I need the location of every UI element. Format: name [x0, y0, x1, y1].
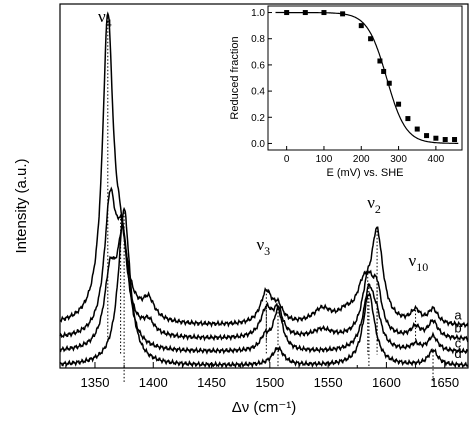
inset-chart: 0 100 200 300 400 0.0 0.2 0.4 0.6 0.8 1.0 E (mV) vs… [229, 5, 463, 179]
x-tick-label: 1550 [314, 375, 343, 390]
plot-frame [59, 3, 469, 369]
x-axis-title: Δν (cm⁻¹) [232, 399, 297, 416]
inset-data-point [442, 137, 448, 143]
inset-data-point [405, 116, 411, 122]
inset-y-tick-label: 1.0 [251, 8, 265, 19]
inset-data-point [284, 10, 290, 16]
inset-data-point [433, 135, 439, 141]
peak-label: ν2 [367, 193, 381, 216]
inset-x-tick-label: 0 [284, 154, 290, 165]
inset-x-tick-label: 100 [316, 154, 333, 165]
inset-data-point [340, 11, 346, 17]
inset-data-point [381, 68, 387, 74]
curve-label-b: b [454, 320, 461, 335]
inset-y-tick-label: 0.2 [251, 113, 265, 124]
inset-y-tick-label: 0.8 [251, 34, 265, 45]
peak-label-subscript: 3 [264, 244, 270, 258]
inset-x-tick-label: 300 [390, 154, 407, 165]
peak-label-subscript: 10 [416, 260, 428, 274]
inset-frame [267, 5, 463, 151]
inset-data-point [424, 133, 430, 139]
inset-data-point [368, 36, 374, 42]
inset-data-point [377, 58, 383, 64]
peak-label-symbol: ν [98, 7, 106, 26]
x-tick-label: 1500 [255, 375, 284, 390]
inset-data-point [321, 10, 327, 16]
inset-y-tick-label: 0.6 [251, 60, 265, 71]
x-tick-label: 1350 [81, 375, 110, 390]
x-tick-label: 1650 [430, 375, 459, 390]
inset-x-tick-label: 400 [428, 154, 445, 165]
inset-data-point [452, 137, 458, 143]
peak-label-subscript: 2 [375, 202, 381, 216]
inset-x-tick-label: 200 [353, 154, 370, 165]
main-chart: 1350 1400 1450 1500 1550 1600 1650 Δν (cm⁻¹) Int… [13, 3, 469, 416]
y-axis-title: Intensity (a.u.) [13, 158, 30, 253]
peak-label-symbol: ν [256, 235, 264, 254]
curve-label-c: c [455, 335, 462, 350]
inset-data-point [358, 23, 364, 29]
inset-data-point [414, 126, 420, 132]
inset-data-point [396, 101, 402, 107]
inset-data-point [302, 10, 308, 16]
x-tick-label: 1450 [197, 375, 226, 390]
inset-y-tick-label: 0.4 [251, 87, 265, 98]
peak-label: ν3 [256, 235, 270, 258]
spectrum-c [59, 222, 469, 355]
peak-label: ν10 [409, 251, 429, 274]
peak-label-subscript: 4 [106, 16, 112, 30]
inset-data-point [386, 80, 392, 86]
curve-label-a: a [454, 307, 462, 322]
inset-y-axis-title: Reduced fraction [229, 36, 241, 119]
peak-label-symbol: ν [367, 193, 375, 212]
peak-label: ν4 [98, 7, 112, 30]
peak-label-symbol: ν [409, 251, 417, 270]
spectrum-d [59, 206, 469, 369]
curve-label-d: d [454, 346, 461, 361]
inset-y-tick-label: 0.0 [251, 139, 265, 150]
x-tick-label: 1400 [139, 375, 168, 390]
x-tick-label: 1600 [372, 375, 401, 390]
inset-x-axis-title: E (mV) vs. SHE [326, 167, 403, 179]
